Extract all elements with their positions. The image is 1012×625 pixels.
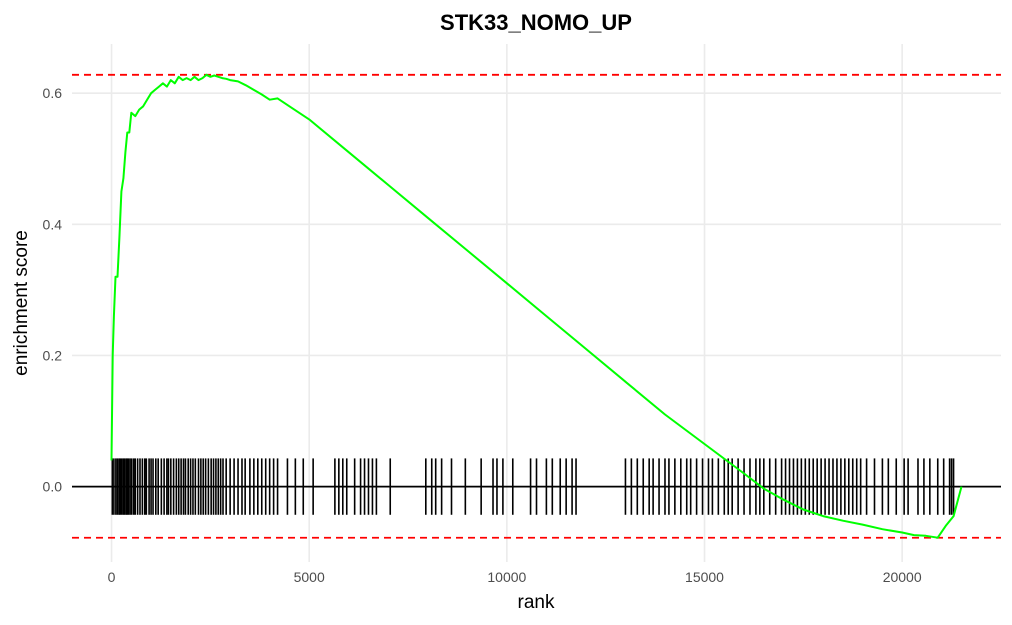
grid (72, 44, 1001, 562)
x-axis-label: rank (518, 592, 555, 613)
x-tick-label: 15000 (685, 569, 724, 585)
y-tick-label: 0.2 (43, 347, 63, 363)
x-axis-ticks: 0 5000 10000 15000 20000 (108, 569, 922, 585)
x-tick-label: 20000 (883, 569, 922, 585)
y-tick-label: 0.4 (43, 216, 63, 232)
y-tick-label: 0.6 (43, 85, 63, 101)
x-tick-label: 10000 (487, 569, 526, 585)
x-tick-label: 5000 (294, 569, 325, 585)
x-tick-label: 0 (108, 569, 116, 585)
chart-title: STK33_NOMO_UP (440, 10, 632, 35)
es-limit-lines (72, 73, 1001, 539)
y-axis-ticks: 0.0 0.2 0.4 0.6 (43, 85, 63, 494)
enrichment-score-curve (110, 73, 963, 539)
y-axis-label: enrichment score (11, 230, 32, 376)
y-tick-label: 0.0 (43, 479, 63, 495)
